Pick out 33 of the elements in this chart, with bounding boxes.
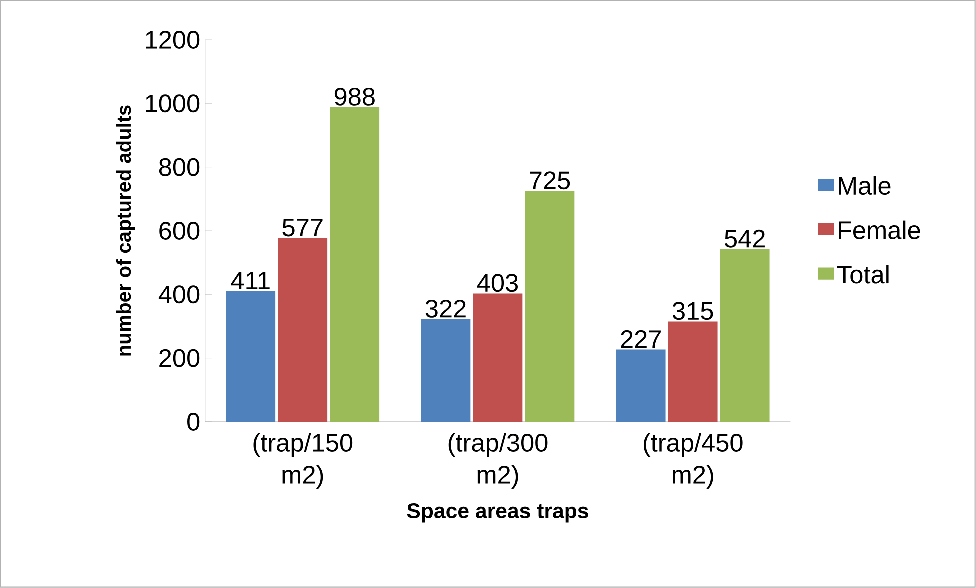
data-label: 315 bbox=[672, 302, 714, 320]
data-label: 725 bbox=[530, 172, 570, 190]
bar bbox=[226, 291, 276, 422]
y-tick-label: 800 bbox=[159, 158, 200, 176]
bar bbox=[720, 249, 770, 422]
y-tick-label: 400 bbox=[158, 286, 200, 304]
data-label: 403 bbox=[477, 274, 518, 292]
data-label: 411 bbox=[231, 272, 270, 290]
y-tick-label: 1000 bbox=[146, 94, 200, 113]
bar bbox=[525, 191, 575, 422]
bar bbox=[668, 322, 718, 422]
data-label: 542 bbox=[724, 230, 765, 248]
legend-label: Total bbox=[838, 265, 889, 284]
x-tick-label: (trap/450 m2) bbox=[644, 433, 743, 489]
data-label: 577 bbox=[282, 219, 323, 237]
y-tick-label: 0 bbox=[188, 413, 200, 431]
x-tick-label: (trap/150 m2) bbox=[254, 433, 353, 489]
data-label: 322 bbox=[426, 300, 466, 318]
y-tick-label: 1200 bbox=[146, 31, 200, 49]
bar bbox=[330, 107, 380, 422]
data-label: 227 bbox=[621, 330, 661, 348]
y-axis-title: number of captured adults bbox=[116, 106, 136, 356]
bar bbox=[473, 294, 523, 422]
y-tick-label: 600 bbox=[160, 222, 200, 240]
legend-label: Female bbox=[839, 220, 920, 240]
x-tick-label: (trap/300 m2) bbox=[448, 433, 548, 489]
legend-label: Male bbox=[839, 176, 891, 196]
data-label: 988 bbox=[334, 88, 375, 106]
bar bbox=[421, 319, 471, 422]
y-tick-label: 200 bbox=[160, 349, 200, 368]
x-axis-title: Space areas traps bbox=[407, 503, 588, 523]
bar bbox=[616, 350, 666, 422]
bar bbox=[278, 238, 328, 422]
